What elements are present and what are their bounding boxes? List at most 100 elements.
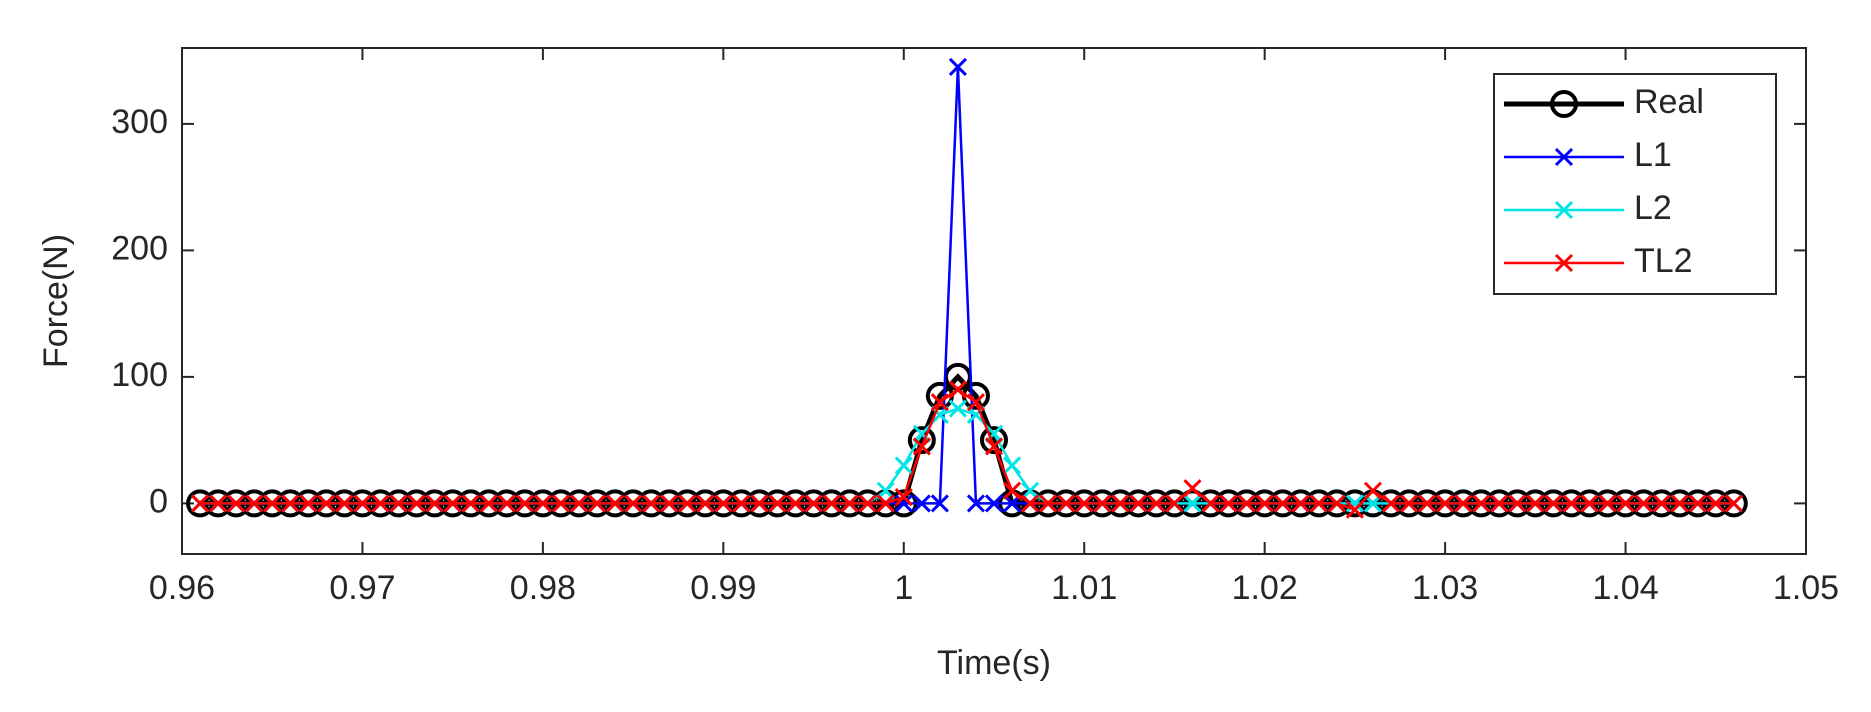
marker xyxy=(930,494,949,513)
marker xyxy=(1147,494,1166,513)
marker xyxy=(1255,494,1274,513)
x-tick-label: 1.04 xyxy=(1592,569,1658,607)
x-tick-label: 1.05 xyxy=(1773,569,1839,607)
marker xyxy=(209,494,228,513)
x-tick-label: 1.01 xyxy=(1051,569,1117,607)
marker xyxy=(1688,494,1707,513)
marker xyxy=(1345,500,1364,519)
marker xyxy=(190,494,210,513)
marker xyxy=(660,494,679,513)
marker xyxy=(1002,456,1022,475)
marker xyxy=(1550,90,1578,118)
marker xyxy=(1237,494,1256,513)
marker xyxy=(980,426,1008,455)
x-tick-label: 0.98 xyxy=(510,569,576,607)
marker xyxy=(497,494,516,513)
marker xyxy=(371,494,390,513)
marker xyxy=(732,494,751,513)
marker xyxy=(1057,494,1076,513)
marker xyxy=(335,494,354,513)
marker xyxy=(1706,494,1725,513)
marker xyxy=(227,494,246,513)
marker xyxy=(1111,494,1130,513)
marker xyxy=(533,494,552,513)
marker xyxy=(948,380,967,399)
y-axis-label: Force(N) xyxy=(37,234,75,368)
marker xyxy=(1454,494,1473,513)
marker xyxy=(840,494,859,513)
marker xyxy=(1129,494,1148,513)
marker xyxy=(876,494,895,513)
x-axis-label: Time(s) xyxy=(937,644,1051,682)
x-tick-label: 1.02 xyxy=(1232,569,1298,607)
legend-box xyxy=(1493,73,1777,295)
y-tick-label: 100 xyxy=(111,356,168,394)
legend: Real L1 L2 TL2 xyxy=(1493,73,1777,295)
x-tick-label: 0.99 xyxy=(690,569,756,607)
marker xyxy=(1399,494,1419,513)
y-tick-label: 0 xyxy=(149,482,168,520)
marker xyxy=(1291,494,1310,513)
marker xyxy=(1670,494,1689,513)
marker xyxy=(425,494,444,513)
marker xyxy=(822,494,841,513)
legend-label: Real xyxy=(1634,83,1704,121)
y-tick-label: 200 xyxy=(111,229,168,267)
marker xyxy=(353,494,372,513)
marker xyxy=(750,494,769,513)
marker xyxy=(551,494,570,513)
marker xyxy=(714,494,733,513)
marker xyxy=(907,426,936,455)
marker xyxy=(1652,494,1671,513)
marker xyxy=(1544,494,1563,513)
marker xyxy=(1554,147,1574,167)
marker xyxy=(984,494,1004,513)
marker xyxy=(1598,494,1617,513)
marker xyxy=(1418,494,1437,513)
marker xyxy=(642,494,661,513)
marker xyxy=(1273,494,1292,513)
marker xyxy=(1580,494,1599,513)
marker xyxy=(407,494,426,513)
x-tick-label: 0.96 xyxy=(149,569,215,607)
marker xyxy=(1554,253,1574,273)
marker xyxy=(678,494,697,513)
marker xyxy=(1093,494,1112,513)
marker xyxy=(263,494,282,513)
legend-label: TL2 xyxy=(1634,242,1693,280)
marker xyxy=(1219,494,1238,513)
marker xyxy=(912,437,931,456)
marker xyxy=(443,494,462,513)
marker xyxy=(1039,494,1058,513)
marker xyxy=(1436,494,1455,513)
marker xyxy=(768,494,787,513)
marker xyxy=(606,494,625,513)
marker xyxy=(786,494,805,513)
marker xyxy=(1363,481,1382,500)
marker xyxy=(587,494,607,513)
marker xyxy=(1381,494,1401,513)
marker xyxy=(804,494,823,513)
line xyxy=(200,388,1734,512)
marker xyxy=(930,393,949,412)
marker xyxy=(858,494,877,513)
y-tick-label: 300 xyxy=(111,103,168,141)
marker xyxy=(1472,494,1491,513)
marker xyxy=(894,456,913,475)
marker xyxy=(1562,494,1581,513)
marker xyxy=(1183,479,1202,498)
marker xyxy=(461,494,480,513)
marker xyxy=(479,494,498,513)
legend-label: L1 xyxy=(1634,136,1672,174)
series xyxy=(190,380,1743,519)
marker xyxy=(569,494,589,513)
marker xyxy=(245,494,264,513)
marker xyxy=(1554,200,1574,220)
marker xyxy=(948,57,967,77)
marker xyxy=(1309,494,1328,513)
marker xyxy=(1526,494,1545,513)
marker xyxy=(317,494,336,513)
marker xyxy=(894,488,913,507)
marker xyxy=(1075,494,1094,513)
